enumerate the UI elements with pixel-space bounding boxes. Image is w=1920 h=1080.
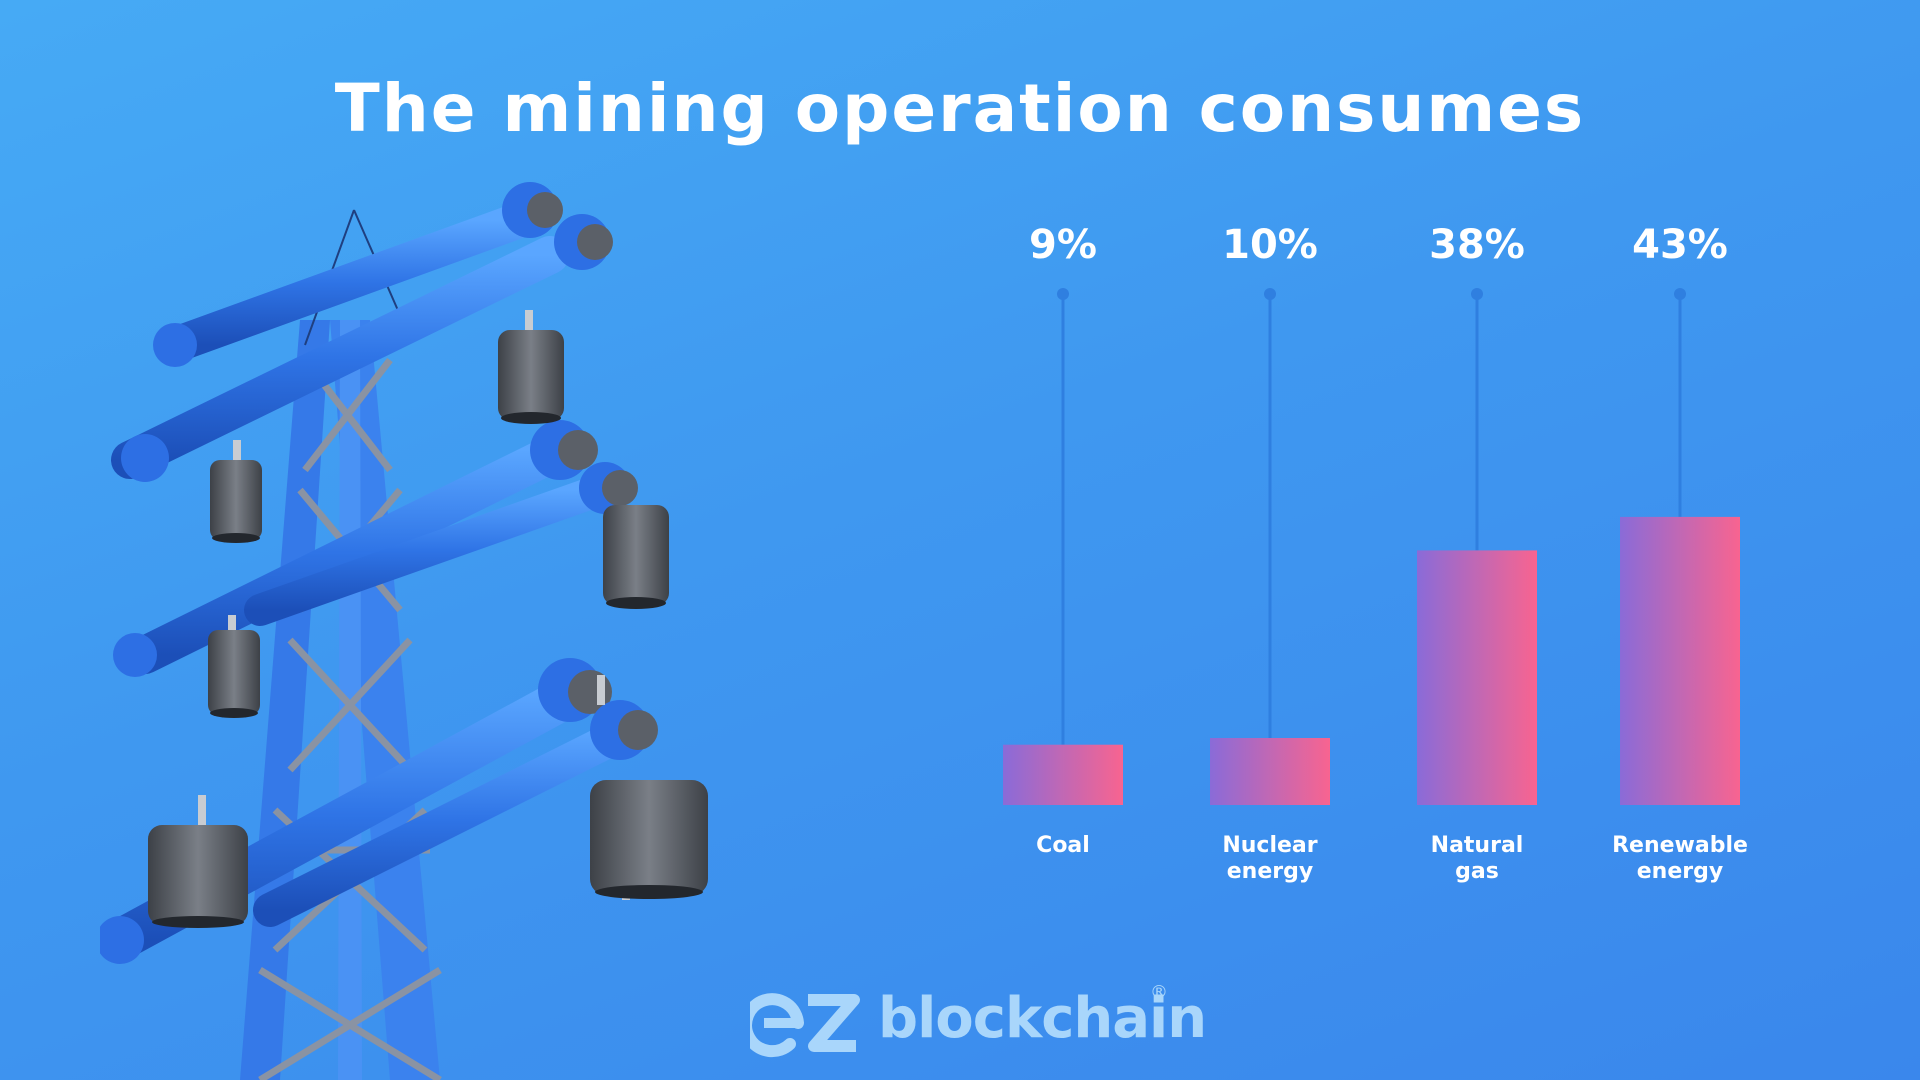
bar-stem-dot <box>1057 288 1069 300</box>
registered-mark: ® <box>1150 982 1168 1003</box>
bar-value-label: 38% <box>1429 222 1525 268</box>
bar <box>1003 744 1123 805</box>
ez-logo-mark-icon <box>750 993 860 1058</box>
bar-category-label: Natural gas <box>1431 833 1524 884</box>
bar <box>1417 550 1537 805</box>
bar-value-label: 43% <box>1632 222 1728 268</box>
bar <box>1210 738 1330 805</box>
bar-category-label: Nuclear energy <box>1222 833 1317 884</box>
bar-category-label: Renewable energy <box>1612 833 1748 884</box>
bar-category-label: Coal <box>1036 833 1090 858</box>
bar <box>1620 516 1740 805</box>
page-title: The mining operation consumes <box>334 70 1586 147</box>
logo-text: blockchain <box>878 986 1207 1051</box>
ez-blockchain-logo: blockchain ® <box>750 982 1207 1062</box>
bar-value-label: 9% <box>1029 222 1097 268</box>
energy-bar-chart: 9% Coal 10% Nuclear energy 38% Natural gas 43% Re… <box>1003 222 1748 884</box>
bar-stem-dot <box>1471 288 1483 300</box>
bar-value-label: 10% <box>1222 222 1318 268</box>
power-transmission-tower-icon <box>100 170 708 1080</box>
bar-stem-dot <box>1674 288 1686 300</box>
bar-stem-dot <box>1264 288 1276 300</box>
